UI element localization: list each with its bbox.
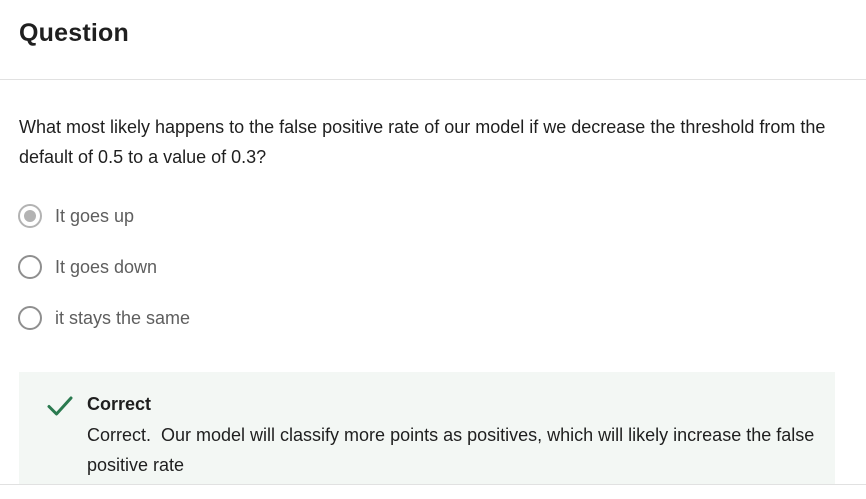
feedback-text: Correct. Our model will classify more po…	[87, 425, 820, 475]
option-it-goes-down[interactable]: It goes down	[18, 253, 190, 281]
question-header: Question	[0, 0, 866, 80]
feedback-title: Correct	[87, 394, 152, 414]
radio-button[interactable]	[18, 255, 42, 279]
option-it-stays-the-same[interactable]: it stays the same	[18, 304, 190, 332]
option-label[interactable]: It goes down	[55, 256, 158, 277]
radio-button-selected[interactable]	[18, 204, 42, 228]
option-it-goes-up[interactable]: It goes up	[18, 202, 190, 230]
option-label[interactable]: it stays the same	[55, 307, 191, 328]
answer-options: It goes up It goes down it stays the sam…	[18, 202, 190, 355]
radio-button[interactable]	[18, 306, 42, 330]
page-title: Question	[19, 19, 129, 47]
checkmark-icon	[47, 396, 73, 416]
divider	[0, 484, 866, 485]
question-text: What most likely happens to the false po…	[19, 117, 826, 167]
option-label[interactable]: It goes up	[55, 205, 135, 226]
feedback-panel: Correct Correct. Our model will classify…	[19, 372, 835, 484]
